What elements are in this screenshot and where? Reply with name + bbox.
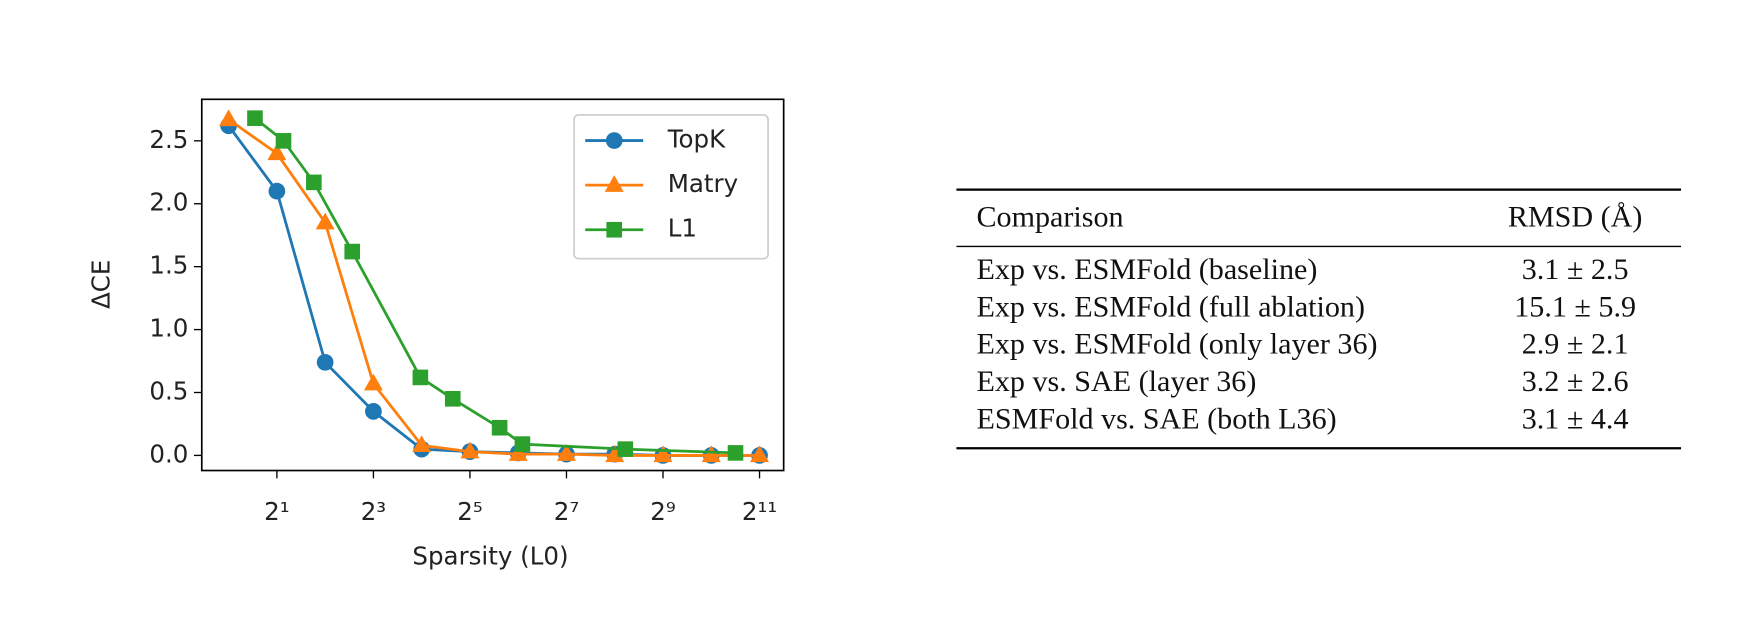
y-tick-label: 0.5	[149, 377, 188, 406]
table-cell: 3.1 ± 4.4	[1522, 401, 1629, 435]
x-tick-label: 2⁵	[457, 497, 482, 526]
legend-box	[573, 114, 769, 260]
y-tick-label: 0.0	[149, 439, 188, 468]
legend-label: L1	[668, 214, 697, 243]
x-tick-label: 2³	[361, 497, 386, 526]
y-tick-label: 1.5	[149, 251, 188, 280]
y-axis-label: ΔCE	[87, 260, 116, 309]
x-axis-label: Sparsity (L0)	[412, 541, 568, 570]
point	[412, 435, 432, 453]
point	[268, 182, 286, 200]
point	[653, 445, 673, 463]
series-line	[254, 117, 736, 455]
point	[460, 441, 480, 459]
table-header: Comparison	[977, 200, 1124, 234]
table: Comparison RMSD (Å) Exp vs. ESMFold (basel…	[956, 188, 1682, 450]
point	[605, 445, 625, 463]
legend-marker	[605, 132, 623, 149]
series-line	[227, 118, 760, 457]
point	[557, 444, 576, 461]
y-tick-label: 2.5	[149, 125, 188, 154]
point	[701, 445, 721, 463]
point	[444, 390, 461, 407]
legend-marker	[606, 221, 623, 238]
table-cell: ESMFold vs. SAE (both L36)	[977, 401, 1337, 435]
point	[219, 109, 239, 127]
point	[315, 212, 335, 230]
point	[365, 403, 382, 420]
point	[514, 436, 531, 452]
point	[316, 353, 334, 371]
point	[727, 445, 744, 461]
x-tick-label: 2¹	[264, 497, 289, 526]
chart: Sparsity (L0) ΔCE 0.0 0.5 1.0 1.5 2.0 2.5 2¹ 2³…	[87, 98, 785, 570]
legend-label: TopK	[667, 125, 726, 154]
table-cell: 2.9 ± 2.1	[1522, 327, 1629, 361]
point	[508, 444, 528, 461]
point	[412, 369, 429, 386]
point	[267, 143, 287, 161]
point	[363, 373, 383, 391]
point	[306, 174, 322, 191]
point	[344, 243, 361, 260]
table-header: RMSD (Å)	[1508, 200, 1643, 234]
point	[275, 133, 292, 149]
table-cell: 15.1 ± 5.9	[1514, 289, 1636, 323]
plot-area	[200, 98, 785, 472]
point	[750, 445, 770, 463]
point	[247, 110, 263, 126]
table-cell: Exp vs. SAE (layer 36)	[977, 364, 1257, 398]
y-tick-label: 1.0	[149, 314, 188, 343]
point	[617, 441, 634, 457]
x-tick-label: 2¹¹	[742, 497, 777, 526]
table-cell: 3.1 ± 2.5	[1522, 252, 1629, 286]
y-tick-label: 2.0	[149, 188, 188, 217]
x-tick-label: 2⁹	[650, 497, 675, 526]
table-cell: Exp vs. ESMFold (full ablation)	[977, 289, 1366, 323]
legend-label: Matry	[668, 169, 738, 198]
legend-marker	[604, 175, 624, 192]
point	[491, 419, 508, 436]
table-cell: 3.2 ± 2.6	[1522, 364, 1629, 398]
x-tick-label: 2⁷	[554, 497, 579, 526]
table-cell: Exp vs. ESMFold (baseline)	[977, 252, 1318, 286]
table-cell: Exp vs. ESMFold (only layer 36)	[977, 327, 1378, 361]
